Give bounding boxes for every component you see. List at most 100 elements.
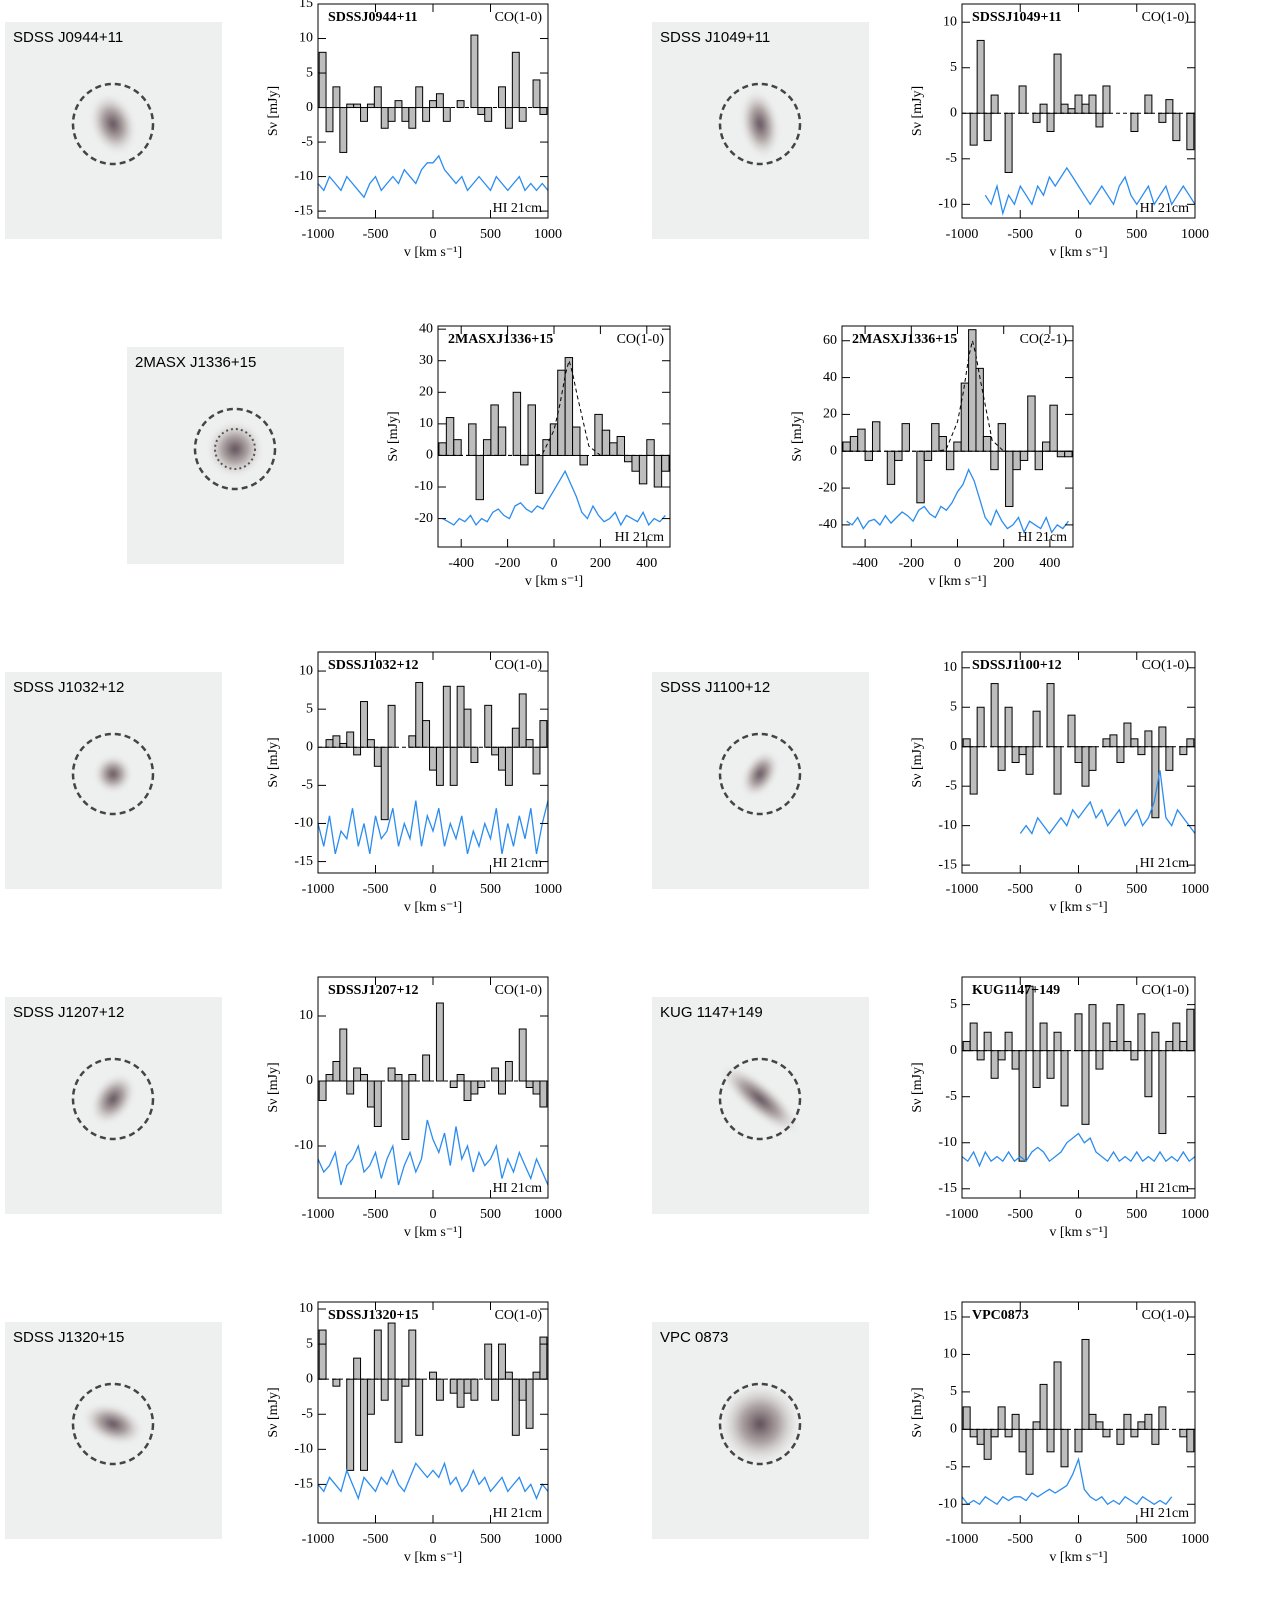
co-bin (1165, 746, 1174, 771)
x-tick-label: -200 (495, 556, 521, 571)
co-bin (387, 107, 396, 122)
co-bin (631, 454, 640, 472)
co-bin (539, 107, 548, 115)
y-tick-label: -5 (301, 778, 313, 793)
co-bin (1172, 1022, 1181, 1052)
co-bin (491, 1378, 500, 1401)
legend-hi: HI 21cm (493, 201, 542, 216)
co-bin (318, 51, 327, 109)
y-tick-label: -15 (294, 854, 313, 869)
co-bin (1064, 450, 1073, 458)
co-bin (360, 107, 368, 122)
co-bin (1130, 738, 1139, 748)
co-bin (953, 441, 962, 452)
co-bin (360, 1378, 368, 1471)
co-bin (1179, 1040, 1188, 1052)
co-bin (408, 107, 417, 129)
co-bin (511, 1378, 520, 1436)
co-bin (1165, 1040, 1174, 1052)
y-axis-label: Sν [mJy] (266, 1062, 281, 1112)
co-bin (408, 735, 417, 748)
co-bin (1039, 1383, 1048, 1430)
legend-hi: HI 21cm (493, 1506, 542, 1521)
x-tick-label: 0 (954, 556, 961, 571)
co-bin (422, 1054, 431, 1082)
co-bin (518, 693, 527, 748)
y-tick-label: -20 (414, 511, 433, 526)
image-label: VPC 0873 (660, 1329, 728, 1346)
co-bin (842, 441, 851, 452)
co-bin (346, 1378, 355, 1471)
co-bin (1151, 1031, 1160, 1052)
x-tick-label: -500 (363, 227, 389, 242)
co-bin (504, 1061, 513, 1082)
y-tick-label: -5 (945, 778, 957, 793)
y-axis-label: Sν [mJy] (266, 737, 281, 787)
x-tick-label: 0 (430, 1207, 437, 1222)
co-bin (435, 1002, 444, 1082)
x-tick-label: 500 (480, 1532, 501, 1547)
co-bin (1027, 395, 1036, 452)
chart-title: SDSSJ1320+15 (328, 1308, 418, 1323)
co-bin (380, 1378, 389, 1401)
co-bin (318, 1080, 327, 1101)
chart-title: SDSSJ1100+12 (972, 658, 1062, 673)
co-bin (969, 112, 978, 146)
co-bin (346, 103, 355, 109)
co-bin (901, 423, 910, 452)
y-tick-label: -15 (294, 1477, 313, 1492)
co-bin (525, 1080, 534, 1088)
image-label: SDSS J0944+11 (13, 29, 123, 46)
co-bin (401, 1080, 410, 1140)
x-tick-label: -1000 (946, 1532, 979, 1547)
y-tick-label: 0 (950, 105, 957, 120)
legend-hi: HI 21cm (1140, 1506, 1189, 1521)
co-bin (1116, 1004, 1125, 1052)
x-tick-label: -500 (363, 882, 389, 897)
x-tick-label: 500 (480, 227, 501, 242)
co-bin (435, 746, 444, 786)
co-bin (1186, 738, 1195, 748)
co-bin (962, 738, 971, 748)
legend-hi: HI 21cm (615, 530, 664, 545)
co-bin (332, 1378, 341, 1387)
co-bin (661, 454, 670, 472)
y-tick-label: 0 (950, 739, 957, 754)
y-tick-label: 10 (299, 31, 313, 46)
co-bin (997, 423, 1007, 452)
co-bin (353, 746, 362, 756)
co-bin (1144, 730, 1153, 748)
aperture (718, 1057, 802, 1141)
x-tick-label: 500 (480, 1207, 501, 1222)
chart-title: SDSSJ1049+11 (972, 10, 1062, 25)
co-bin (871, 421, 881, 452)
legend-co: CO(1-0) (495, 983, 543, 998)
co-bin (422, 720, 431, 748)
hi-spectrum (1019, 770, 1196, 835)
co-bin (318, 1329, 327, 1380)
co-bin (1088, 94, 1097, 114)
co-bin (1019, 450, 1029, 461)
co-bin (475, 454, 484, 501)
x-tick-label: -1000 (946, 1207, 979, 1222)
co-bin (594, 413, 603, 456)
co-bin (1046, 683, 1055, 748)
co-bin (504, 1371, 513, 1380)
co-bin (997, 746, 1006, 771)
co-bin (325, 739, 334, 748)
co-bin (491, 746, 500, 756)
co-bin (353, 1067, 362, 1082)
galaxy (89, 92, 137, 156)
y-tick-label: 20 (419, 385, 433, 400)
co-bin (1011, 1050, 1020, 1070)
co-bin (498, 746, 506, 771)
co-bin (624, 454, 633, 463)
galaxy-image: VPC 0873 (652, 1322, 869, 1539)
x-axis-label: v [km s⁻¹] (1049, 1225, 1107, 1240)
co-bin (380, 746, 389, 821)
co-bin (534, 454, 544, 494)
co-bin (1137, 746, 1146, 756)
co-bin (1067, 714, 1076, 748)
legend-co: CO(1-0) (495, 1308, 543, 1323)
